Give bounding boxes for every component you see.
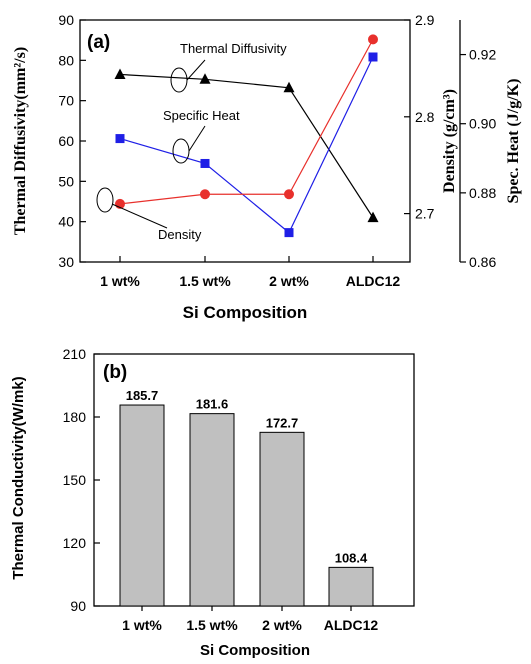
- density-point: [200, 189, 210, 200]
- left-axis-tick-label: 80: [58, 52, 74, 68]
- x-axis-tick-label: 1 wt%: [100, 273, 140, 289]
- spec-heat-axis-tick-label: 0.88: [469, 185, 496, 201]
- x-axis-tick-label: 2 wt%: [269, 273, 309, 289]
- density-point: [284, 189, 294, 200]
- spec-heat-axis-tick-label: 0.90: [469, 116, 496, 132]
- y-axis-tick-label: 150: [63, 472, 87, 488]
- bar: [189, 413, 235, 607]
- panel-a-left-axis-ticks: 30 40 50 60 70 80 90: [58, 12, 86, 270]
- bar: [119, 404, 165, 607]
- density-axis-tick-label: 2.9: [415, 12, 435, 28]
- specific-heat-point: [115, 134, 125, 144]
- left-axis-tick-label: 50: [58, 173, 74, 189]
- panel-b-x-axis-ticks: 1 wt% 1.5 wt% 2 wt% ALDC12: [122, 606, 378, 633]
- bar: [259, 431, 305, 607]
- panel-a-spec-heat-axis-title: Spec. Heat (J/g/K): [505, 79, 522, 204]
- panel-a: 30 40 50 60 70 80 90 2.7 2.8 2.9 0.86 0.88 0.90 0.9…: [12, 12, 522, 322]
- bar-value-label: 108.4: [335, 550, 368, 565]
- spec-heat-axis-tick-label: 0.92: [469, 47, 496, 63]
- left-axis-tick-label: 60: [58, 133, 74, 149]
- left-axis-tick-label: 40: [58, 214, 74, 230]
- panel-b-y-axis-title: Thermal Conductivity(W/mk): [10, 376, 27, 579]
- y-axis-tick-label: 180: [63, 409, 87, 425]
- panel-b-label: (b): [103, 362, 127, 383]
- spec-heat-axis-tick-label: 0.86: [469, 254, 496, 270]
- left-axis-tick-label: 30: [58, 254, 74, 270]
- thermal-diffusivity-point: [199, 73, 211, 84]
- bar-value-label: 172.7: [266, 415, 299, 430]
- specific-heat-point: [284, 228, 294, 238]
- series-label-thermal-diffusivity: Thermal Diffusivity: [180, 41, 287, 56]
- thermal-diffusivity-point: [283, 81, 295, 93]
- y-axis-tick-label: 120: [63, 535, 87, 551]
- x-axis-tick-label: ALDC12: [346, 273, 401, 289]
- density-point: [368, 34, 378, 45]
- panel-a-label: (a): [87, 32, 110, 53]
- bar-value-label: 185.7: [126, 388, 159, 403]
- panel-b: 185.7 181.6 172.7 108.4 90 120 150 180 210 1 wt…: [10, 346, 415, 659]
- specific-heat-point: [368, 52, 378, 62]
- x-axis-tick-label: 2 wt%: [262, 617, 302, 633]
- density-axis-tick-label: 2.7: [415, 206, 435, 222]
- series-label-density: Density: [158, 227, 202, 242]
- density-callout-line: [111, 203, 168, 229]
- x-axis-tick-label: ALDC12: [324, 617, 379, 633]
- x-axis-tick-label: 1 wt%: [122, 617, 162, 633]
- specific-heat-callout-line: [188, 125, 206, 152]
- panel-a-left-axis-title: Thermal Diffusivity(mm²/s): [12, 47, 29, 235]
- panel-a-density-axis-ticks: 2.7 2.8 2.9: [404, 12, 435, 222]
- panel-a-x-axis-title: Si Composition: [183, 303, 308, 322]
- thermal-diffusivity-callout-line: [186, 59, 206, 81]
- panel-b-y-axis-ticks: 90 120 150 180 210: [63, 346, 100, 614]
- x-axis-tick-label: 1.5 wt%: [186, 617, 238, 633]
- thermal-diffusivity-callout-ellipse: [170, 67, 188, 93]
- panel-a-density-axis-title: Density (g/cm³): [441, 89, 458, 193]
- panel-a-x-axis-ticks: 1 wt% 1.5 wt% 2 wt% ALDC12: [100, 256, 400, 289]
- density-callout-ellipse: [96, 187, 114, 213]
- thermal-diffusivity-point: [114, 68, 126, 79]
- thermal-diffusivity-point: [367, 211, 379, 223]
- y-axis-tick-label: 90: [70, 598, 86, 614]
- density-axis-tick-label: 2.8: [415, 109, 435, 125]
- bar-value-label: 181.6: [196, 397, 229, 412]
- density-line: [119, 39, 374, 205]
- left-axis-tick-label: 70: [58, 93, 74, 109]
- panel-a-spec-heat-axis-ticks: 0.86 0.88 0.90 0.92: [460, 47, 496, 270]
- bar: [328, 566, 374, 607]
- panel-b-x-axis-title: Si Composition: [200, 642, 310, 659]
- panel-b-bars: 185.7 181.6 172.7 108.4: [119, 388, 374, 607]
- y-axis-tick-label: 210: [63, 346, 87, 362]
- x-axis-tick-label: 1.5 wt%: [179, 273, 231, 289]
- specific-heat-line: [119, 56, 374, 234]
- series-label-specific-heat: Specific Heat: [163, 108, 240, 123]
- panel-a-series: [114, 34, 379, 238]
- thermal-diffusivity-line: [119, 73, 374, 218]
- specific-heat-point: [200, 158, 210, 168]
- left-axis-tick-label: 90: [58, 12, 74, 28]
- specific-heat-callout-ellipse: [172, 138, 190, 164]
